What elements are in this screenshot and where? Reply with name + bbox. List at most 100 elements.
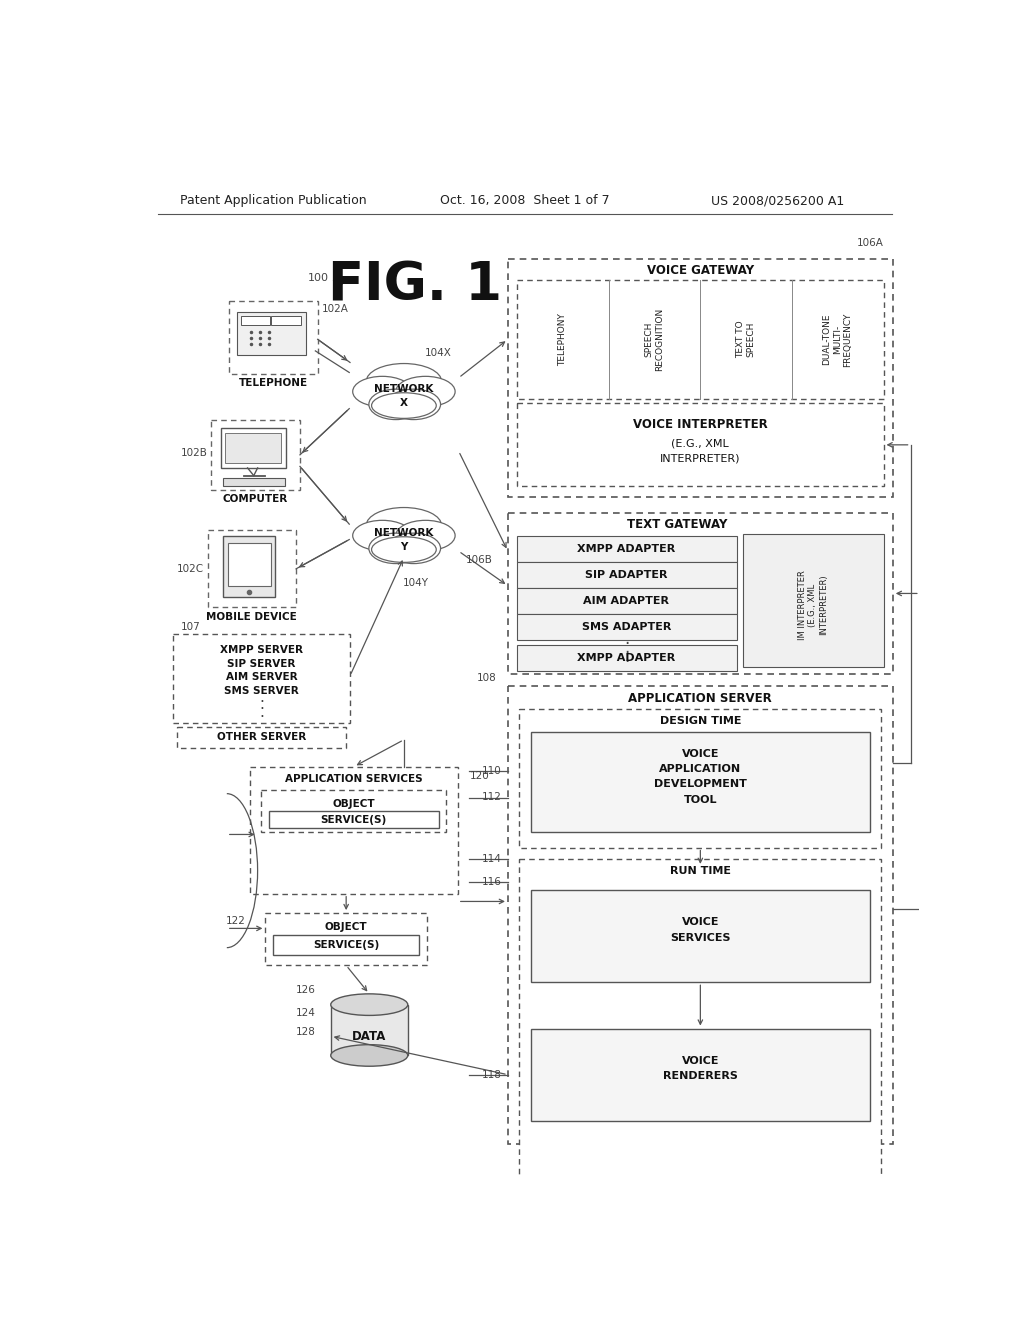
Text: APPLICATION SERVER: APPLICATION SERVER <box>629 692 772 705</box>
Bar <box>265 913 427 965</box>
Text: ·: · <box>625 635 630 652</box>
Ellipse shape <box>331 1044 408 1067</box>
Bar <box>519 709 882 847</box>
Text: DUAL-TONE
MULTI-
FREQUENCY: DUAL-TONE MULTI- FREQUENCY <box>822 312 852 367</box>
Ellipse shape <box>387 389 440 420</box>
Text: VOICE INTERPRETER: VOICE INTERPRETER <box>633 418 768 432</box>
Text: 106A: 106A <box>856 238 883 248</box>
Text: X: X <box>400 399 408 408</box>
Text: INTERPRETER): INTERPRETER) <box>660 454 740 463</box>
Text: 104X: 104X <box>425 348 452 358</box>
Text: XMPP SERVER: XMPP SERVER <box>220 644 303 655</box>
Text: DEVELOPMENT: DEVELOPMENT <box>654 779 746 789</box>
Bar <box>208 531 296 607</box>
Text: SIP ADAPTER: SIP ADAPTER <box>585 570 668 579</box>
Text: OTHER SERVER: OTHER SERVER <box>217 733 306 742</box>
Text: OBJECT: OBJECT <box>325 921 368 932</box>
Bar <box>508 512 893 675</box>
Text: TELEPHONE: TELEPHONE <box>239 379 307 388</box>
Text: SERVICE(S): SERVICE(S) <box>321 814 387 825</box>
Text: 116: 116 <box>482 878 502 887</box>
Bar <box>241 317 270 326</box>
Ellipse shape <box>331 994 408 1015</box>
Text: 102A: 102A <box>322 304 348 314</box>
Ellipse shape <box>396 520 455 550</box>
Text: 128: 128 <box>296 1027 315 1038</box>
Text: TELEPHONY: TELEPHONY <box>558 313 567 366</box>
Bar <box>517 614 736 640</box>
Bar <box>742 535 884 667</box>
Text: 112: 112 <box>482 792 502 803</box>
Ellipse shape <box>367 507 441 544</box>
Bar <box>531 733 869 832</box>
Text: VOICE: VOICE <box>682 748 719 759</box>
Ellipse shape <box>369 389 423 420</box>
Text: COMPUTER: COMPUTER <box>222 494 288 504</box>
Text: ·: · <box>625 644 630 661</box>
Bar <box>229 301 317 374</box>
Text: 120: 120 <box>469 771 489 781</box>
Ellipse shape <box>387 533 440 564</box>
Text: 106B: 106B <box>466 556 493 565</box>
Text: DESIGN TIME: DESIGN TIME <box>659 717 741 726</box>
Ellipse shape <box>369 533 423 564</box>
Bar <box>517 645 736 671</box>
Ellipse shape <box>352 520 412 550</box>
Text: 118: 118 <box>482 1069 502 1080</box>
Bar <box>211 420 300 490</box>
Text: XMPP ADAPTER: XMPP ADAPTER <box>578 544 676 554</box>
Text: RENDERERS: RENDERERS <box>663 1072 738 1081</box>
Text: ·: · <box>625 653 630 671</box>
Text: SERVICE(S): SERVICE(S) <box>313 940 379 949</box>
Bar <box>331 1005 408 1056</box>
Text: ·: · <box>259 710 264 725</box>
Bar <box>517 536 736 562</box>
Text: VOICE GATEWAY: VOICE GATEWAY <box>647 264 754 277</box>
Bar <box>237 313 306 355</box>
Bar <box>223 478 285 486</box>
Text: DATA: DATA <box>352 1030 386 1043</box>
Text: 104Y: 104Y <box>402 578 428 589</box>
Bar <box>177 726 346 748</box>
Text: ·: · <box>259 694 264 710</box>
Bar <box>519 859 882 1195</box>
Bar <box>250 767 458 894</box>
Text: (E.G., XML: (E.G., XML <box>672 438 729 449</box>
Bar <box>517 404 884 486</box>
Text: IM INTERPRETER
(E.G., XML
INTERPRETER): IM INTERPRETER (E.G., XML INTERPRETER) <box>798 570 827 640</box>
Text: VOICE: VOICE <box>682 1056 719 1065</box>
Ellipse shape <box>372 393 436 418</box>
Text: OBJECT: OBJECT <box>333 799 375 809</box>
Text: FIG. 1: FIG. 1 <box>329 260 503 312</box>
Ellipse shape <box>396 376 455 407</box>
Text: 110: 110 <box>482 766 502 776</box>
Text: 102C: 102C <box>176 564 204 574</box>
Bar <box>220 428 286 469</box>
Bar <box>261 789 446 832</box>
Text: 114: 114 <box>482 854 502 865</box>
Text: TEXT GATEWAY: TEXT GATEWAY <box>627 519 727 532</box>
Text: ·: · <box>259 702 264 717</box>
Ellipse shape <box>372 537 436 562</box>
Text: 107: 107 <box>180 622 201 631</box>
Bar <box>508 686 893 1144</box>
Text: 100: 100 <box>308 273 329 282</box>
Bar <box>227 543 270 586</box>
Bar <box>271 317 301 326</box>
Bar <box>517 589 736 614</box>
Text: 126: 126 <box>296 985 315 995</box>
Bar <box>508 259 893 498</box>
Text: US 2008/0256200 A1: US 2008/0256200 A1 <box>711 194 844 207</box>
Text: APPLICATION SERVICES: APPLICATION SERVICES <box>285 774 423 784</box>
Text: SIP SERVER: SIP SERVER <box>227 659 296 668</box>
Text: RUN TIME: RUN TIME <box>670 866 731 876</box>
Text: SPEECH
RECOGNITION: SPEECH RECOGNITION <box>644 308 664 371</box>
Text: SMS SERVER: SMS SERVER <box>224 686 299 696</box>
Text: AIM ADAPTER: AIM ADAPTER <box>584 597 670 606</box>
Text: 122: 122 <box>226 916 246 925</box>
Text: SERVICES: SERVICES <box>670 933 730 942</box>
Text: 124: 124 <box>296 1008 315 1018</box>
Ellipse shape <box>352 376 412 407</box>
Text: NETWORK: NETWORK <box>374 384 433 395</box>
Text: Patent Application Publication: Patent Application Publication <box>179 194 367 207</box>
